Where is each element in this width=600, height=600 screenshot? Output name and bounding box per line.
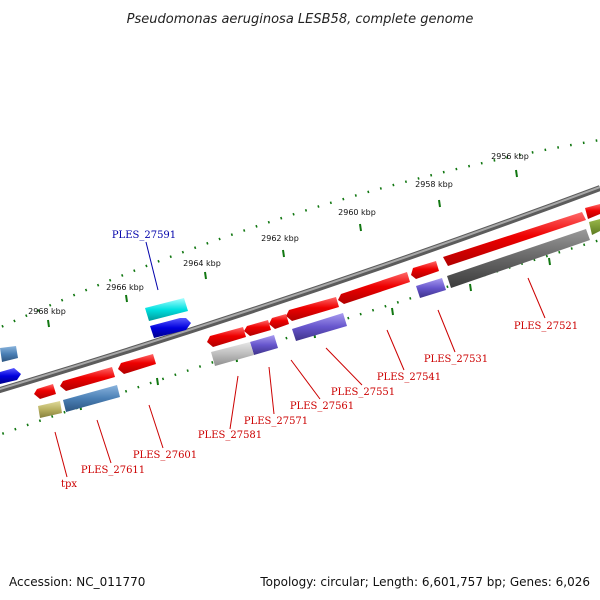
gene-red-long[interactable] [443,212,586,266]
outer-strand-genes [0,298,191,384]
scale-label: 2964 kbp [183,259,221,268]
gene-violet[interactable] [416,278,446,298]
major-tick [391,307,394,316]
gene-label-ples-27581[interactable]: PLES_27581 [198,430,262,441]
gene-olive[interactable] [589,219,600,235]
gene-label-tpx[interactable]: tpx [61,479,77,490]
gene-steel-left[interactable] [0,346,18,362]
gene-violet[interactable] [250,335,278,355]
major-tick [204,271,207,280]
gene-olive[interactable] [38,401,62,418]
accession-text: Accession: NC_011770 [9,575,145,589]
scale-label: 2968 kbp [28,307,66,316]
leader-line [290,359,321,400]
gene-red[interactable] [244,320,271,336]
gene-blue[interactable] [150,318,191,338]
gene-label-ples-27611[interactable]: PLES_27611 [81,465,145,476]
gene-light-grey[interactable] [211,342,254,366]
major-tick [515,169,518,178]
leader-line [325,347,363,386]
genome-backbone [0,185,600,394]
gene-red[interactable] [118,354,156,374]
gene-labels: PLES_27591 PLES_27521 PLES_27531 PLES_27… [61,230,578,490]
major-tick [438,199,441,208]
gene-violet[interactable] [292,313,347,341]
gene-grey-long[interactable] [447,229,590,288]
scale-label: 2960 kbp [338,208,376,217]
gene-red[interactable] [338,272,410,304]
gene-red[interactable] [60,367,115,391]
gene-red[interactable] [207,327,246,347]
leader-line [527,277,546,319]
gene-red[interactable] [269,314,289,329]
major-tick [156,377,159,386]
major-tick [548,257,551,266]
gene-label-ples-27591[interactable]: PLES_27591 [112,230,176,241]
leader-line [229,375,239,430]
major-tick [359,223,362,232]
gene-red[interactable] [585,204,600,219]
gene-steel[interactable] [63,385,120,412]
gene-label-ples-27541[interactable]: PLES_27541 [377,372,441,383]
gene-blue-left[interactable] [0,368,21,384]
scale-label: 2962 kbp [261,234,299,243]
major-tick [469,283,472,292]
leader-line [437,309,456,353]
scale-label: 2958 kbp [415,180,453,189]
major-tick [282,249,285,258]
gene-label-ples-27521[interactable]: PLES_27521 [514,321,578,332]
leader-line [268,366,275,415]
scale-label: 2956 kbp [491,152,529,161]
scale-label: 2966 kbp [106,283,144,292]
gene-label-ples-27561[interactable]: PLES_27561 [290,401,354,412]
gene-label-ples-27551[interactable]: PLES_27551 [331,387,395,398]
leader-line [145,241,159,291]
gene-cyan[interactable] [145,298,188,321]
major-tick [125,294,128,303]
gene-label-ples-27571[interactable]: PLES_27571 [244,416,308,427]
leader-line [54,431,68,478]
map-title: Pseudomonas aeruginosa LESB58, complete … [127,12,474,27]
gene-red[interactable] [411,261,439,279]
leader-line [96,419,112,464]
gene-label-ples-27531[interactable]: PLES_27531 [424,354,488,365]
leader-line [386,329,405,371]
gene-red[interactable] [34,384,56,399]
gene-label-ples-27601[interactable]: PLES_27601 [133,450,197,461]
inner-strand-genes [34,204,600,418]
label-leaders [54,241,546,478]
major-tick [47,319,50,328]
topology-text: Topology: circular; Length: 6,601,757 bp… [259,575,590,589]
gene-red[interactable] [286,297,339,321]
leader-line [148,404,164,449]
